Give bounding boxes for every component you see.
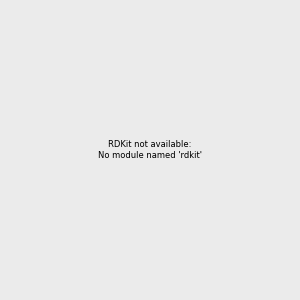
Text: RDKit not available:
No module named 'rdkit': RDKit not available: No module named 'rd… — [98, 140, 202, 160]
